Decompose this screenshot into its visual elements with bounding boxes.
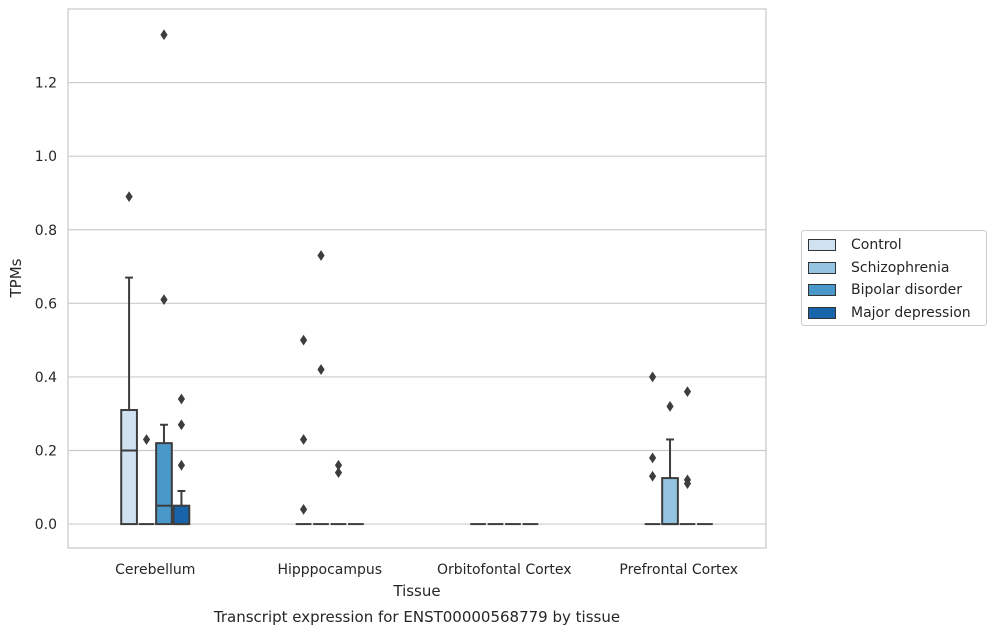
legend-swatch-control (808, 239, 836, 251)
box-body (155, 442, 173, 526)
box-body (120, 409, 138, 526)
y-axis-ticks: 0.0 0.2 0.4 0.6 0.8 1.0 1.2 (35, 76, 57, 534)
outlier-point (317, 250, 325, 261)
gridlines (68, 81, 766, 525)
outlier-point (648, 371, 657, 383)
x-axis-label: Tissue (392, 582, 440, 600)
y-tick-label: 1.0 (35, 149, 57, 165)
legend-swatch-bipolar-disorder (808, 284, 836, 296)
outlier-point (666, 400, 674, 412)
boxes (120, 276, 713, 526)
x-tick-label: Cerebellum (115, 562, 195, 578)
outlier-point (683, 386, 692, 398)
x-tick-label: Orbitofontal Cortex (437, 562, 572, 578)
box-control-cerebellum (120, 276, 138, 526)
outlier-point (648, 452, 657, 464)
outlier-point (125, 191, 133, 203)
outlier-point (160, 294, 168, 306)
outlier-point (299, 503, 308, 515)
outlier-point (142, 434, 151, 445)
legend: Control Schizophrenia Bipolar disorder M… (801, 230, 987, 326)
outlier-point (334, 467, 343, 478)
outlier-point (299, 334, 308, 346)
y-tick-label: 1.2 (35, 76, 57, 92)
outlier-point (177, 419, 186, 431)
box-body (661, 477, 679, 526)
outlier-point (177, 393, 186, 405)
legend-swatch-schizophrenia (808, 262, 836, 274)
y-tick-label: 0.4 (35, 370, 57, 386)
legend-label-bipolar-disorder: Bipolar disorder (851, 282, 963, 298)
outliers (125, 29, 692, 515)
box-major-depression-cerebellum (172, 489, 191, 526)
legend-item-bipolar-disorder: Bipolar disorder (808, 280, 962, 300)
legend-label-schizophrenia: Schizophrenia (851, 260, 950, 276)
y-axis-label: TPMs (7, 258, 25, 298)
legend-label-control: Control (851, 237, 902, 253)
x-axis-ticks: Cerebellum Hipppocampus Orbitofontal Corte… (115, 562, 738, 578)
outlier-point (683, 478, 692, 490)
legend-swatch-major-depression (808, 307, 836, 319)
box-schizophrenia-prefrontal-cortex (661, 438, 679, 526)
y-tick-label: 0.6 (35, 296, 57, 312)
outlier-point (317, 364, 325, 375)
outlier-point (177, 459, 186, 471)
legend-item-major-depression: Major depression (808, 303, 971, 323)
legend-label-major-depression: Major depression (851, 305, 971, 321)
outlier-point (160, 29, 168, 41)
outlier-point (334, 459, 343, 471)
x-tick-label: Hipppocampus (277, 562, 382, 578)
legend-item-schizophrenia: Schizophrenia (808, 258, 949, 278)
outlier-point (648, 470, 657, 482)
outlier-point (299, 434, 308, 445)
y-tick-label: 0.0 (35, 517, 57, 533)
box-bipolar-disorder-cerebellum (155, 423, 173, 526)
y-tick-label: 0.2 (35, 444, 57, 460)
y-tick-label: 0.8 (35, 223, 57, 239)
x-tick-label: Prefrontal Cortex (619, 562, 738, 578)
box-body (172, 504, 191, 526)
legend-item-control: Control (808, 235, 902, 255)
chart-title: Transcript expression for ENST0000056877… (213, 608, 620, 626)
plot-area-frame (67, 8, 767, 549)
